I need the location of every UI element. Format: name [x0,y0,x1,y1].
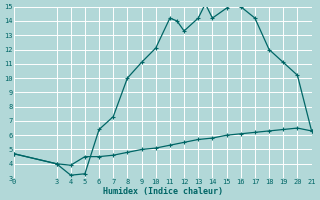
X-axis label: Humidex (Indice chaleur): Humidex (Indice chaleur) [103,187,223,196]
